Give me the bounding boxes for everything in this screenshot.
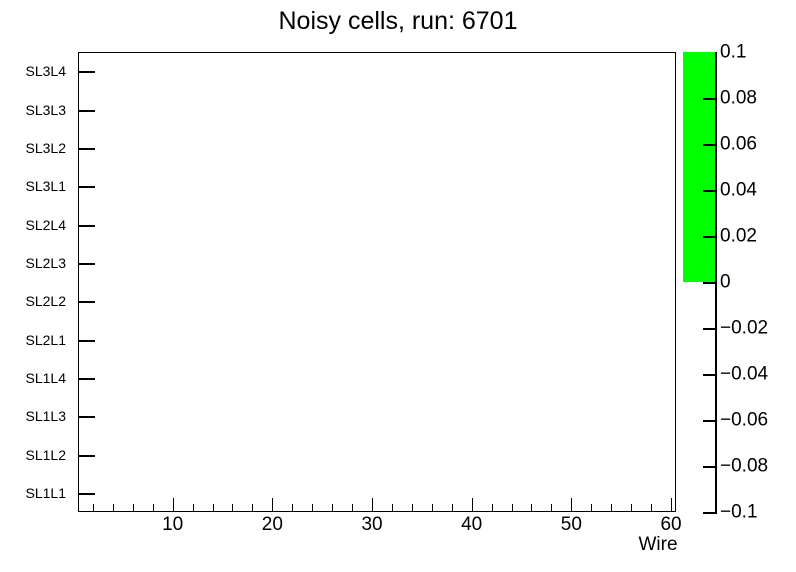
colorbar-label: −0.02 xyxy=(720,317,769,339)
y-axis-label: SL2L3 xyxy=(25,254,66,271)
y-axis-label: SL2L1 xyxy=(25,331,66,348)
y-axis-label: SL1L4 xyxy=(25,369,66,386)
colorbar-label: 0.08 xyxy=(720,87,757,109)
x-axis-label: 40 xyxy=(461,514,483,535)
colorbar-label: −0.1 xyxy=(720,501,758,523)
y-axis-label: SL2L2 xyxy=(25,293,66,310)
y-axis-label: SL1L2 xyxy=(25,446,66,463)
y-axis-labels: SL1L1 SL1L2 SL1L3 SL1L4 SL2L1 SL2L2 SL2L3 SL2L4… xyxy=(0,52,74,512)
colorbar-label: 0.02 xyxy=(720,225,757,247)
x-axis-label: 50 xyxy=(560,514,582,535)
x-axis-label: 10 xyxy=(162,514,184,535)
colorbar-label: 0.04 xyxy=(720,179,757,201)
colorbar-label: 0.06 xyxy=(720,133,757,155)
colorbar-labels: 0.1 0.08 0.06 0.04 0.02 0 −0.02 −0.04 −0.06 −0.08… xyxy=(720,43,794,522)
colorbar-label: −0.08 xyxy=(720,455,769,477)
colorbar-fill xyxy=(683,52,715,282)
x-axis-label: 60 xyxy=(660,514,682,535)
y-axis-label: SL3L3 xyxy=(25,101,66,118)
x-axis-labels: 10 20 30 40 50 60 xyxy=(78,514,681,536)
y-axis-label: SL1L1 xyxy=(25,484,66,501)
y-axis-label: SL3L1 xyxy=(25,178,66,195)
x-axis-label: 20 xyxy=(261,514,283,535)
y-axis-label: SL3L4 xyxy=(25,63,66,80)
x-axis-title: Wire xyxy=(638,534,678,555)
plot-frame xyxy=(78,52,676,512)
colorbar-palette xyxy=(683,52,715,512)
y-axis-label: SL1L3 xyxy=(25,408,66,425)
colorbar-label: −0.04 xyxy=(720,363,769,385)
x-axis-label: 30 xyxy=(361,514,383,535)
y-axis-label: SL3L2 xyxy=(25,139,66,156)
colorbar-label: 0.1 xyxy=(720,41,747,63)
colorbar-axis-line xyxy=(715,52,719,513)
page-title: Noisy cells, run: 6701 xyxy=(278,7,518,35)
y-axis-label: SL2L4 xyxy=(25,216,66,233)
colorbar-label: −0.06 xyxy=(720,409,769,431)
colorbar-label: 0 xyxy=(720,271,731,293)
